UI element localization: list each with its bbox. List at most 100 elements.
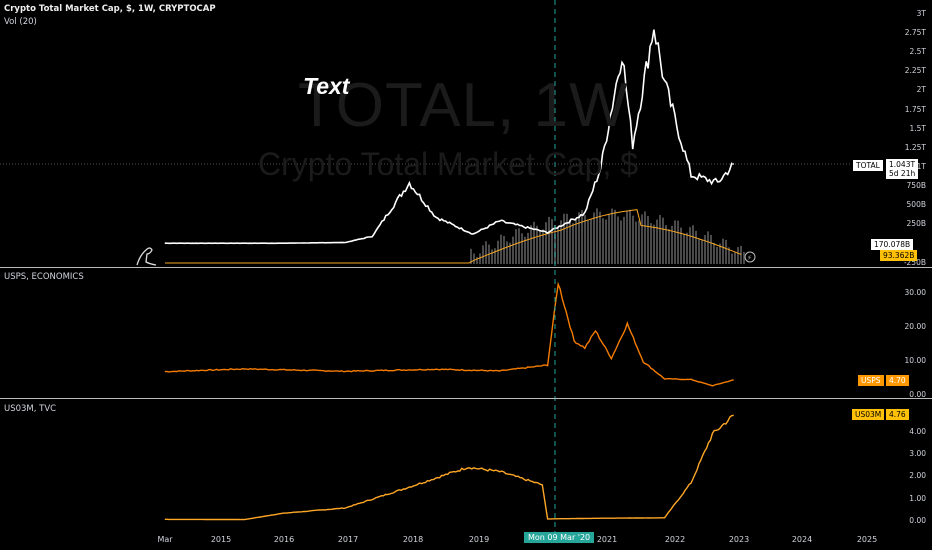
us03m-legend[interactable]: US03M, TVC — [4, 404, 57, 414]
volume-bar — [623, 216, 625, 264]
x-tick-label: 2016 — [273, 535, 295, 544]
volume-bar — [536, 225, 538, 264]
volume-bar — [638, 220, 640, 264]
y-tick-label: 0.00 — [909, 390, 926, 399]
volume-bar — [668, 229, 670, 264]
volume-bar — [662, 217, 664, 264]
usps-tag-value: 4.70 — [886, 375, 909, 386]
volume-bar — [686, 232, 688, 264]
volume-bar — [608, 214, 610, 264]
volume-bar — [725, 239, 727, 264]
volume-bar — [470, 248, 472, 264]
y-tick-label: 500B — [906, 200, 926, 209]
volume-bar — [722, 238, 724, 264]
x-tick-label: 2018 — [402, 535, 424, 544]
x-tick-label: Mar — [157, 535, 173, 544]
volume-bar — [551, 219, 553, 264]
total-tag-value: 1.043T — [886, 159, 919, 170]
volume-ma-line — [165, 209, 742, 264]
volume-bar — [731, 253, 733, 264]
volume-bar — [539, 230, 541, 264]
x-tick-label: 2019 — [468, 535, 490, 544]
volume-bar — [611, 208, 613, 264]
volume-bar — [476, 257, 478, 264]
volume-bar — [599, 211, 601, 264]
volume-bar — [581, 210, 583, 264]
volume-bar — [695, 230, 697, 264]
volume-bar — [671, 225, 673, 264]
volume-bar — [635, 221, 637, 264]
y-tick-label: 2.5T — [909, 47, 926, 57]
volume-bar — [617, 216, 619, 264]
y-tick-label: 1.5T — [909, 123, 926, 133]
volume-bar — [572, 223, 574, 264]
volume-bar — [680, 227, 682, 264]
volume-bar — [692, 225, 694, 264]
volume-bar — [716, 246, 718, 264]
volume-bar — [593, 212, 595, 264]
y-tick-label: 250B — [906, 219, 926, 229]
y-tick-label: 1.75T — [904, 104, 926, 114]
x-tick-label: 2017 — [337, 535, 359, 544]
volume-bar — [497, 240, 499, 264]
main-legend[interactable]: Crypto Total Market Cap, $, 1W, CRYPTOCA… — [4, 4, 216, 14]
y-tick-label: 2.25T — [904, 66, 926, 76]
y-tick-label: 0.00 — [909, 515, 926, 525]
volume-bar — [737, 246, 739, 264]
dino-logo-icon — [136, 247, 157, 266]
volume-bar — [704, 235, 706, 264]
us03m-line — [164, 414, 734, 521]
y-tick-label: 750B — [906, 180, 926, 190]
volume-bar — [707, 231, 709, 264]
y-tick-label: 10.00 — [904, 356, 926, 365]
volume-bar — [566, 213, 568, 264]
volume-bar — [563, 213, 565, 264]
y-tick-label: 2T — [916, 85, 926, 95]
y-tick-label: 3.00 — [909, 449, 926, 459]
x-tick-label: 2015 — [210, 535, 232, 544]
total-tag-countdown: 5d 21h — [886, 168, 919, 179]
volume-bar — [653, 224, 655, 264]
us03m-tag-value: 4.76 — [886, 409, 909, 420]
volume-bars — [470, 208, 745, 264]
pane-separator[interactable] — [0, 267, 932, 268]
volume-bar — [665, 225, 667, 264]
volume-bar — [491, 249, 493, 264]
volume-bar — [482, 245, 484, 264]
volume-bar — [518, 228, 520, 264]
y-tick-label: 4.00 — [909, 427, 926, 436]
volume-bar — [533, 221, 535, 264]
volume-bar — [689, 227, 691, 264]
pane-separator[interactable] — [0, 398, 932, 399]
volume-bar — [728, 247, 730, 264]
x-tick-label: 2024 — [791, 535, 813, 544]
volume-bar — [506, 241, 508, 264]
volume-bar — [659, 215, 661, 264]
volume-bar — [713, 242, 715, 264]
volume-bar — [557, 226, 559, 264]
volume-bar — [542, 229, 544, 264]
replay-icon[interactable] — [744, 251, 756, 263]
volume-bar — [494, 248, 496, 264]
volume-bar — [530, 225, 532, 264]
volume-bar — [644, 211, 646, 264]
x-tick-label: 2021 — [596, 535, 618, 544]
volume-bar — [485, 241, 487, 264]
y-tick-label: 1T — [916, 161, 926, 171]
volume-bar — [560, 220, 562, 264]
us03m-tag-label: US03M — [852, 409, 885, 420]
volume-bar — [509, 242, 511, 264]
usps-legend[interactable]: USPS, ECONOMICS — [4, 272, 84, 282]
volume-bar — [614, 209, 616, 264]
volume-bar — [743, 252, 745, 264]
text-annotation[interactable]: Text — [303, 73, 350, 99]
volume-bar — [569, 219, 571, 264]
vol-legend[interactable]: Vol (20) — [4, 17, 37, 27]
volume-bar — [626, 210, 628, 264]
y-tick-label: 1.00 — [909, 493, 926, 503]
volume-bar — [479, 253, 481, 264]
volume-bar — [674, 220, 676, 264]
volume-bar — [740, 245, 742, 264]
volume-bar — [584, 215, 586, 264]
